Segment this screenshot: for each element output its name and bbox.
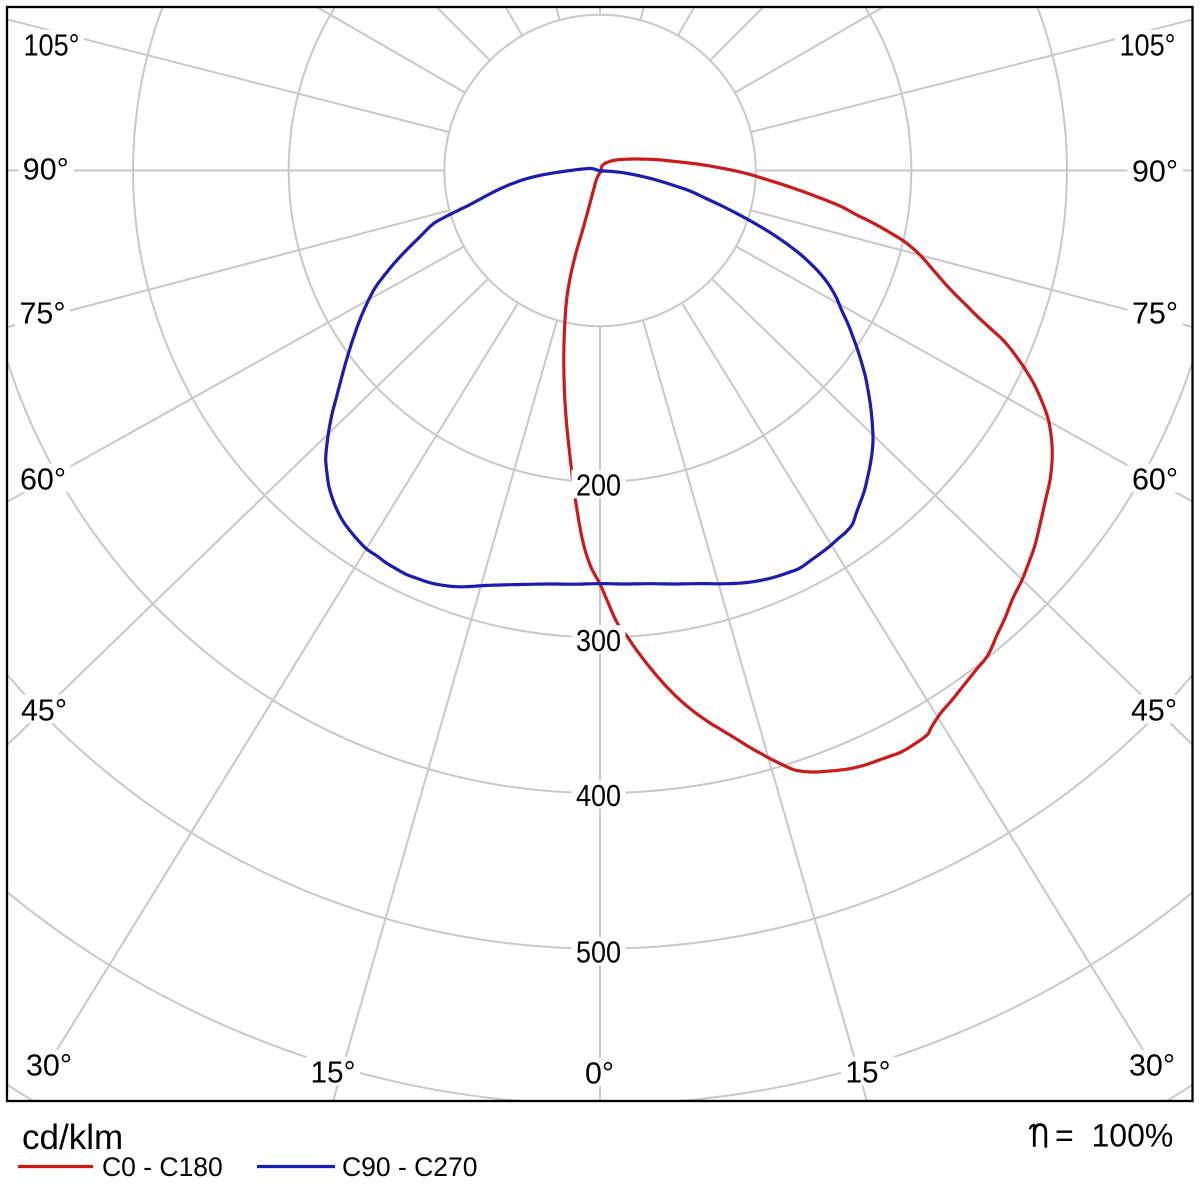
svg-text:30°: 30° [1129,1047,1175,1082]
svg-text:45°: 45° [21,692,67,727]
svg-text:cd/klm: cd/klm [22,1118,123,1157]
svg-text:75°: 75° [1132,295,1178,330]
svg-text:C0 - C180: C0 - C180 [102,1152,223,1182]
svg-text:60°: 60° [1132,461,1178,496]
svg-text:15°: 15° [846,1054,891,1089]
svg-text:0°: 0° [585,1055,614,1090]
svg-text:500: 500 [576,934,621,969]
svg-text:60°: 60° [20,461,66,496]
svg-text:105°: 105° [24,27,80,62]
svg-text:45°: 45° [1131,692,1177,727]
svg-text:90°: 90° [23,151,69,186]
svg-text:90°: 90° [1132,153,1178,188]
svg-text:105°: 105° [1120,27,1176,62]
svg-text:75°: 75° [20,295,66,330]
svg-text:= 100%: = 100% [1055,1118,1173,1154]
svg-text:200: 200 [576,467,621,502]
svg-text:15°: 15° [311,1054,356,1089]
svg-text:C90 - C270: C90 - C270 [342,1152,478,1182]
svg-text:400: 400 [576,778,621,813]
svg-text:300: 300 [576,623,621,658]
svg-text:30°: 30° [26,1047,72,1082]
